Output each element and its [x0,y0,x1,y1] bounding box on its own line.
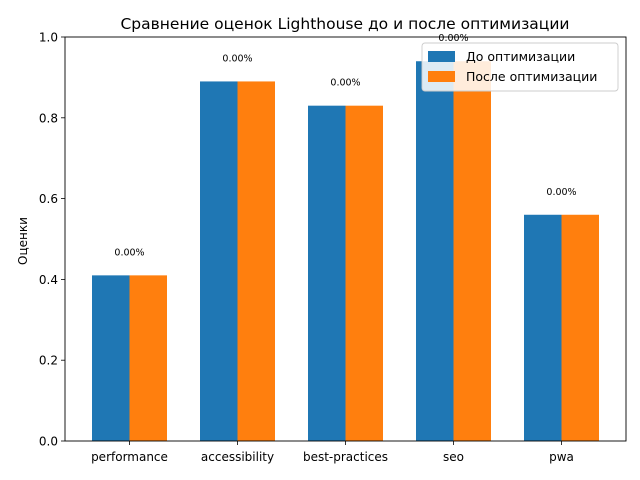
bar-accessibility-series-1 [200,81,238,441]
chart-title: Сравнение оценок Lighthouse до и после о… [120,15,569,33]
y-tick-label: 1.0 [39,31,58,45]
legend: До оптимизации После оптимизации [421,42,619,92]
x-tick-label-pwa: pwa [549,450,574,464]
y-tick-label: 0.6 [39,192,58,206]
bar-seo-series-1 [416,61,454,442]
y-tick-label: 0.4 [39,273,58,287]
bar-best-practices-series-2 [345,105,383,442]
legend-label-2: После оптимизации [466,69,597,84]
x-tick-label-accessibility: accessibility [201,450,274,464]
data-label-accessibility: 0.00% [222,53,252,64]
data-label-best-practices: 0.00% [330,78,360,89]
bar-pwa-series-1 [524,214,562,441]
bar-seo-series-2 [453,61,491,442]
bar-pwa-series-2 [561,214,599,441]
legend-label-1: До оптимизации [466,49,575,64]
y-axis-label: Оценки [16,217,30,265]
y-tick-label: 0.0 [39,435,58,449]
bar-accessibility-series-2 [237,81,275,441]
bar-performance-series-1 [92,275,130,441]
data-label-seo: 0.00% [438,33,468,44]
legend-box [421,42,619,92]
bar-best-practices-series-1 [308,105,346,442]
plot-frame [64,36,627,442]
x-tick-label-best-practices: best-practices [303,450,388,464]
y-tick-label: 0.2 [39,354,58,368]
y-tick-label: 0.8 [39,111,58,125]
legend-swatch-1 [428,51,455,62]
x-tick-label-performance: performance [91,450,168,464]
plot-area: 0.0 0.2 0.4 0.6 0.8 1.0 performance 0.00% access… [39,31,599,464]
data-label-pwa: 0.00% [546,187,576,198]
legend-swatch-2 [428,71,455,82]
data-label-performance: 0.00% [114,247,144,258]
x-tick-label-seo: seo [443,450,464,464]
bar-performance-series-2 [129,275,167,441]
